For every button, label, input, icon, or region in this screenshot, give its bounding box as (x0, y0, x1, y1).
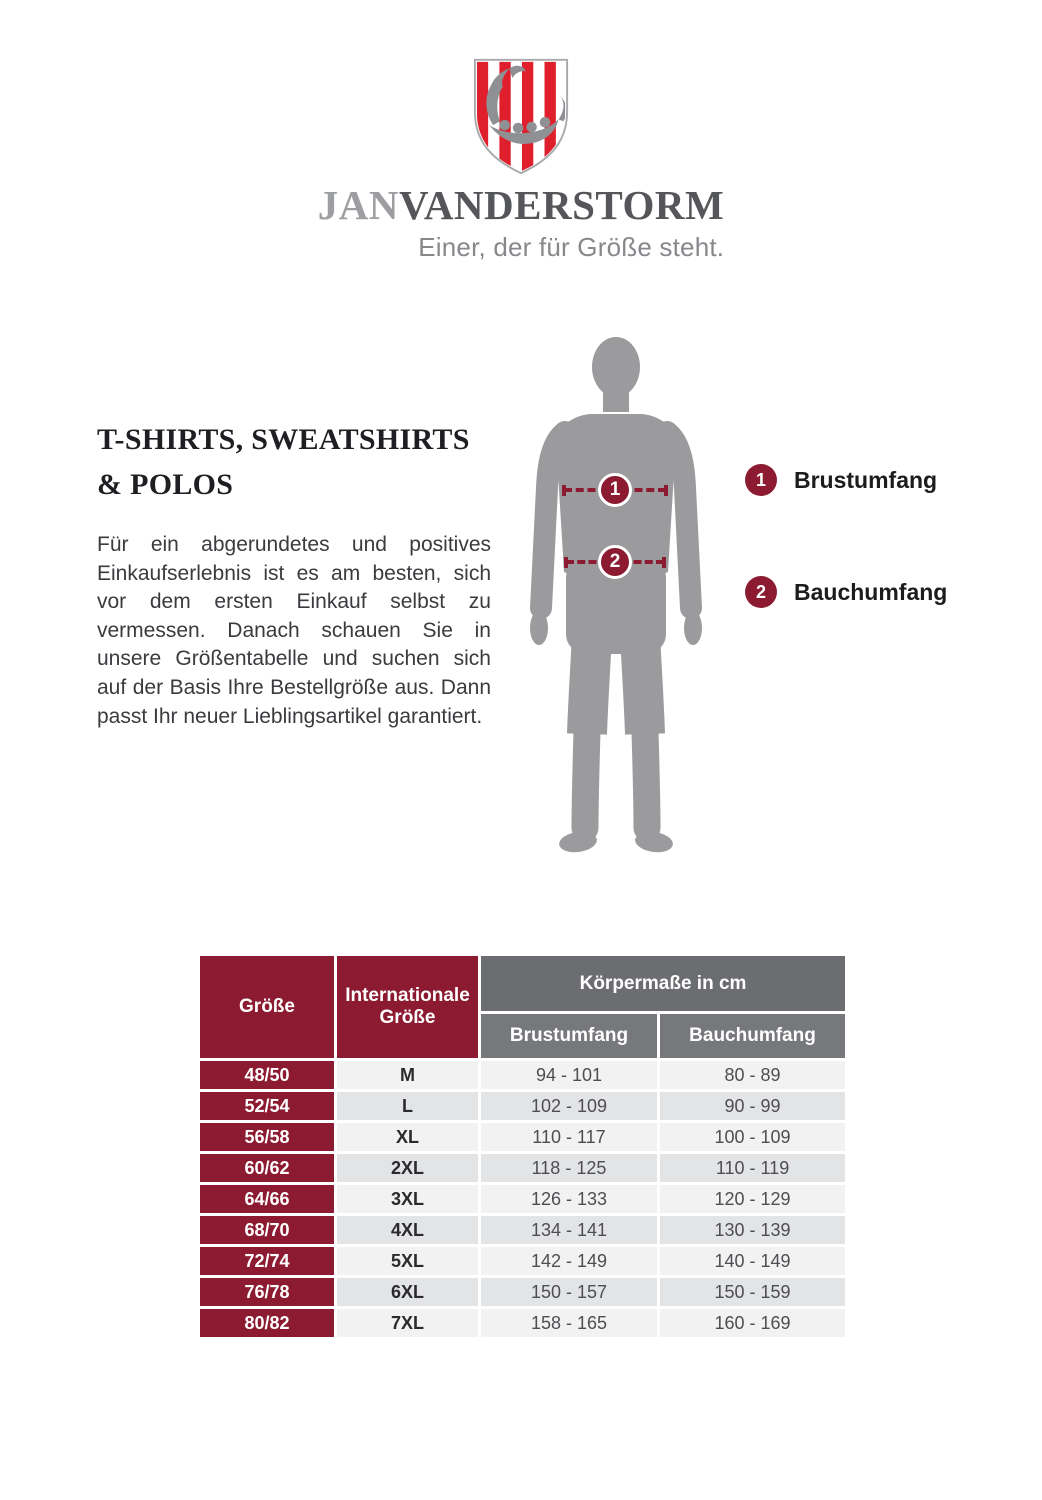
cell-brust: 134 - 141 (481, 1216, 657, 1244)
header-brustumfang: Brustumfang (481, 1014, 657, 1058)
size-row: 60/62 2XL 118 - 125 110 - 119 (200, 1154, 846, 1182)
size-row: 52/54 L 102 - 109 90 - 99 (200, 1092, 846, 1120)
cell-groesse: 52/54 (200, 1092, 334, 1120)
cell-brust: 94 - 101 (481, 1061, 657, 1089)
legend-item-brustumfang: 1 Brustumfang (745, 464, 937, 496)
cell-intl: 4XL (337, 1216, 478, 1244)
cell-bauch: 160 - 169 (660, 1309, 846, 1337)
header-internationale-groesse: Internationale Größe (337, 956, 478, 1058)
legend-badge-2: 2 (745, 576, 777, 608)
section-heading-line2: & POLOS (97, 468, 234, 501)
brand-tagline: Einer, der für Größe steht. (418, 232, 725, 263)
size-table: Größe Internationale Größe Körpermaße in… (197, 953, 848, 1340)
cell-brust: 126 - 133 (481, 1185, 657, 1213)
size-row: 68/70 4XL 134 - 141 130 - 139 (200, 1216, 846, 1244)
cell-groesse: 76/78 (200, 1278, 334, 1306)
cell-groesse: 60/62 (200, 1154, 334, 1182)
cell-intl: 6XL (337, 1278, 478, 1306)
cell-intl: L (337, 1092, 478, 1120)
cell-brust: 118 - 125 (481, 1154, 657, 1182)
section-intro-text: Für ein abgerundetes und positives Einka… (97, 533, 491, 728)
brand-name-vanderstorm: VANDERSTORM (399, 182, 725, 228)
header-koerpermasse: Körpermaße in cm (481, 956, 846, 1011)
cell-groesse: 72/74 (200, 1247, 334, 1275)
section-heading-line1: T-SHIRTS, SWEATSHIRTS (97, 423, 470, 456)
chest-marker-badge: 1 (598, 473, 632, 507)
header-bauchumfang: Bauchumfang (660, 1014, 846, 1058)
legend-badge-1: 1 (745, 464, 777, 496)
cell-intl: 2XL (337, 1154, 478, 1182)
brand-text: JANVANDERSTORM Einer, der für Größe steh… (317, 182, 725, 263)
size-row: 72/74 5XL 142 - 149 140 - 149 (200, 1247, 846, 1275)
cell-bauch: 120 - 129 (660, 1185, 846, 1213)
cell-groesse: 68/70 (200, 1216, 334, 1244)
cell-groesse: 64/66 (200, 1185, 334, 1213)
section-heading: T-SHIRTS, SWEATSHIRTS & POLOS (97, 417, 470, 507)
cell-bauch: 130 - 139 (660, 1216, 846, 1244)
cell-brust: 150 - 157 (481, 1278, 657, 1306)
legend-label-brustumfang: Brustumfang (794, 466, 938, 493)
body-silhouette (530, 337, 702, 853)
cell-bauch: 90 - 99 (660, 1092, 846, 1120)
cell-intl: 7XL (337, 1309, 478, 1337)
brand-shield-logo (473, 58, 569, 175)
waist-marker-badge: 2 (598, 545, 632, 579)
size-row: 80/82 7XL 158 - 165 160 - 169 (200, 1309, 846, 1337)
cell-groesse: 80/82 (200, 1309, 334, 1337)
brand-name: JANVANDERSTORM (317, 182, 725, 228)
cell-bauch: 80 - 89 (660, 1061, 846, 1089)
cell-intl: 5XL (337, 1247, 478, 1275)
brand-header: JANVANDERSTORM Einer, der für Größe steh… (0, 56, 1042, 263)
cell-brust: 158 - 165 (481, 1309, 657, 1337)
brand-name-jan: JAN (317, 182, 399, 228)
size-row: 56/58 XL 110 - 117 100 - 109 (200, 1123, 846, 1151)
cell-intl: M (337, 1061, 478, 1089)
size-row: 64/66 3XL 126 - 133 120 - 129 (200, 1185, 846, 1213)
viking-ship-icon (476, 61, 566, 172)
cell-groesse: 56/58 (200, 1123, 334, 1151)
cell-brust: 110 - 117 (481, 1123, 657, 1151)
cell-groesse: 48/50 (200, 1061, 334, 1089)
legend-label-bauchumfang: Bauchumfang (794, 578, 948, 605)
legend-item-bauchumfang: 2 Bauchumfang (745, 576, 947, 608)
header-groesse: Größe (200, 956, 334, 1058)
cell-bauch: 100 - 109 (660, 1123, 846, 1151)
size-row: 76/78 6XL 150 - 157 150 - 159 (200, 1278, 846, 1306)
cell-bauch: 140 - 149 (660, 1247, 846, 1275)
cell-brust: 142 - 149 (481, 1247, 657, 1275)
cell-bauch: 110 - 119 (660, 1154, 846, 1182)
cell-bauch: 150 - 159 (660, 1278, 846, 1306)
size-row: 48/50 M 94 - 101 80 - 89 (200, 1061, 846, 1089)
cell-intl: XL (337, 1123, 478, 1151)
cell-intl: 3XL (337, 1185, 478, 1213)
cell-brust: 102 - 109 (481, 1092, 657, 1120)
